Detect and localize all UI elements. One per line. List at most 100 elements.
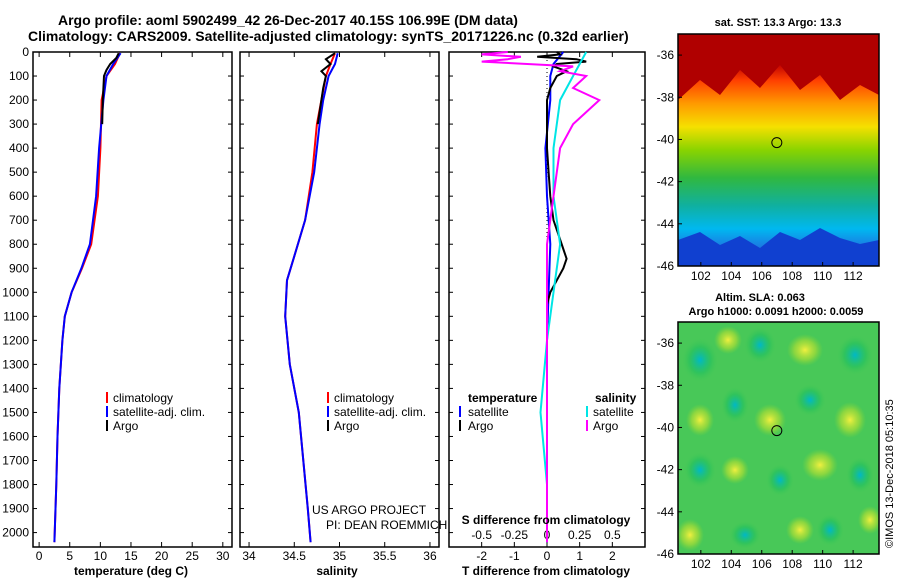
x-tick-label: 20 — [155, 549, 169, 563]
map-x-tick-label: 112 — [844, 557, 863, 571]
salinity-xlabel: salinity — [316, 564, 358, 578]
sst-warm-front — [678, 34, 879, 100]
map-x-tick-label: 106 — [752, 269, 772, 283]
legend-swatch — [327, 420, 329, 431]
legend-swatch — [106, 420, 108, 431]
legend-swatch — [106, 392, 108, 403]
map-x-tick-label: 106 — [752, 557, 772, 571]
map-y-tick-label: -46 — [657, 259, 675, 273]
pressure-tick-label: 1400 — [2, 381, 29, 395]
map-y-tick-label: -46 — [657, 547, 675, 561]
pressure-tick-label: 0 — [22, 45, 29, 59]
sst-cold-edge — [678, 228, 879, 266]
pressure-tick-label: 1800 — [2, 478, 29, 492]
legend-swatch — [586, 420, 588, 431]
s-diff-tick-label: 0.25 — [568, 528, 592, 542]
pressure-tick-label: 1700 — [2, 453, 29, 467]
map-y-tick-label: -42 — [657, 463, 675, 477]
sla-high-blob — [744, 327, 776, 363]
map-x-tick-label: 108 — [782, 557, 802, 571]
s-diff-tick-label: 0.5 — [604, 528, 621, 542]
map-x-tick-label: 104 — [721, 557, 741, 571]
diff-legend-temperature-title: temperature — [468, 391, 538, 405]
series-line-argo — [316, 52, 336, 125]
sla-high-blob — [682, 338, 718, 382]
sla-low-blob — [714, 326, 742, 354]
pressure-tick-label: 1100 — [3, 309, 29, 323]
pressure-tick-label: 1000 — [2, 285, 29, 299]
legend-label: climatology — [334, 391, 394, 405]
sla-high-blob — [729, 521, 761, 549]
map-x-tick-label: 102 — [691, 557, 711, 571]
pi-credit: PI: DEAN ROEMMICH — [326, 518, 447, 532]
x-tick-label: 2 — [609, 549, 616, 563]
pressure-tick-label: 700 — [9, 213, 29, 227]
sla-low-blob — [686, 404, 714, 436]
temperature-xlabel: temperature (deg C) — [74, 564, 188, 578]
pressure-tick-label: 1300 — [2, 357, 29, 371]
sla-low-blob — [678, 519, 704, 551]
sla-map-title: Altim. SLA: 0.063 — [715, 292, 805, 304]
legend-label: Argo — [334, 419, 360, 433]
legend-swatch — [459, 406, 461, 417]
sla-low-blob — [754, 404, 786, 436]
sla-map — [678, 322, 879, 554]
difference-xlabel: T difference from climatology — [462, 564, 630, 578]
x-tick-label: 0 — [544, 549, 551, 563]
pressure-tick-label: 400 — [9, 141, 29, 155]
map-x-tick-label: 108 — [782, 269, 802, 283]
x-tick-label: 35.5 — [373, 549, 397, 563]
sst-map-title: sat. SST: 13.3 Argo: 13.3 — [715, 17, 842, 29]
series-line-salinity-satellite — [539, 51, 588, 543]
project-credit: US ARGO PROJECT — [312, 503, 427, 517]
x-tick-label: 1 — [576, 549, 583, 563]
map-y-tick-label: -44 — [657, 217, 675, 231]
chart-title-line2: Climatology: CARS2009. Satellite-adjuste… — [28, 28, 629, 44]
s-diff-tick-label: -0.5 — [471, 528, 492, 542]
legend-swatch — [106, 406, 108, 417]
x-tick-label: -2 — [476, 549, 487, 563]
legend-label: satellite — [593, 405, 634, 419]
series-line-satellite-adj-clim- — [284, 52, 339, 543]
diff-legend-salinity-title: salinity — [595, 391, 637, 405]
x-tick-label: 0 — [36, 549, 43, 563]
series-line-satellite-adj-clim- — [53, 52, 122, 543]
pressure-tick-label: 500 — [9, 165, 29, 179]
series-line-salinity-argo — [481, 51, 602, 543]
pressure-tick-label: 1500 — [2, 405, 29, 419]
x-tick-label: 30 — [216, 549, 230, 563]
sla-low-blob — [786, 516, 814, 544]
pressure-tick-label: 1900 — [2, 502, 29, 516]
sla-map-frame — [677, 321, 880, 555]
sla-high-blob — [766, 464, 794, 496]
pressure-tick-label: 2000 — [2, 526, 29, 540]
x-tick-label: 34 — [242, 549, 256, 563]
map-x-tick-label: 104 — [721, 269, 741, 283]
sla-high-blob — [846, 457, 874, 493]
legend-label: satellite-adj. clim. — [334, 405, 426, 419]
legend-swatch — [327, 392, 329, 403]
series-line-argo — [101, 52, 120, 125]
temperature-panel — [32, 51, 233, 548]
chart-title-line1: Argo profile: aoml 5902499_42 26-Dec-201… — [58, 12, 518, 28]
legend-swatch — [327, 406, 329, 417]
sst-profile-marker — [771, 137, 783, 149]
s-diff-tick-label: -0.25 — [501, 528, 529, 542]
map-x-tick-label: 112 — [844, 269, 863, 283]
map-y-tick-label: -42 — [657, 175, 675, 189]
pressure-tick-label: 800 — [9, 237, 29, 251]
x-tick-label: 10 — [94, 549, 108, 563]
legend-label: satellite — [468, 405, 509, 419]
x-tick-label: 34.5 — [283, 549, 307, 563]
x-tick-label: 35 — [333, 549, 347, 563]
map-y-tick-label: -36 — [657, 336, 675, 350]
x-tick-label: 15 — [124, 549, 138, 563]
map-x-tick-label: 102 — [691, 269, 711, 283]
sla-low-blob — [721, 456, 749, 484]
x-tick-label: 5 — [66, 549, 73, 563]
legend-label: Argo — [113, 419, 139, 433]
sst-map — [678, 34, 879, 266]
pressure-tick-label: 300 — [9, 117, 29, 131]
pressure-tick-label: 600 — [9, 189, 29, 203]
